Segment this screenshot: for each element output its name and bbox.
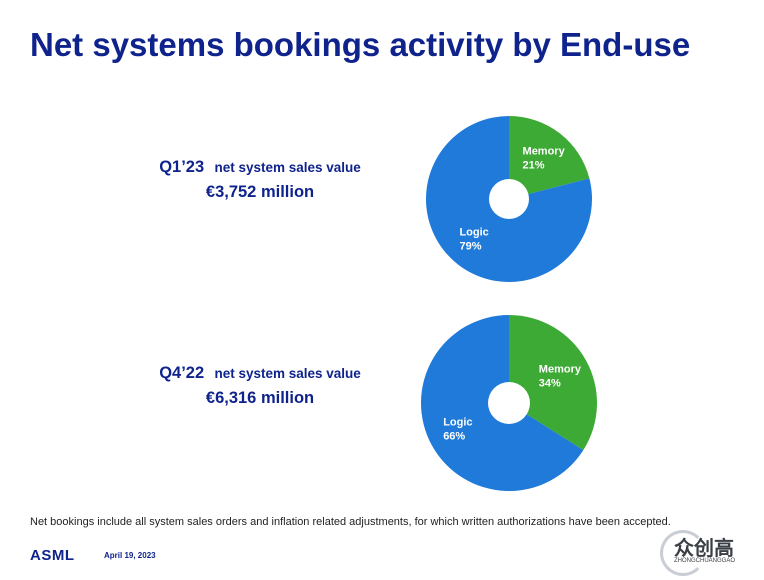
- q123-logic-label: Logic: [459, 227, 488, 239]
- q123-donut-hole: [489, 179, 529, 219]
- q123-memory-label: Memory: [523, 145, 566, 157]
- watermark-logo: 众创高 ZHONGCHUANGGAO: [660, 528, 752, 576]
- q422-memory-label: Memory: [539, 364, 582, 376]
- q422-memory-slice: [509, 315, 597, 451]
- q123-memory-percent: 21%: [523, 159, 545, 171]
- watermark-latin-text: ZHONGCHUANGGAO: [674, 558, 736, 564]
- q123-memory-slice: [509, 116, 590, 199]
- q4-22-donut-svg: Memory 34% Logic 66%: [421, 315, 597, 491]
- q1-23-donut-chart: Memory 21% Logic 79%: [425, 116, 592, 282]
- q4-22-period: Q4’22: [159, 364, 205, 382]
- q1-23-description: net system sales value: [214, 160, 361, 175]
- q1-23-donut-svg: Memory 21% Logic 79%: [425, 116, 592, 282]
- q1-23-total: €3,752 million: [205, 183, 315, 201]
- q1-23-period: Q1’23: [159, 158, 205, 176]
- asml-logo: ASML: [30, 547, 75, 564]
- q4-22-label: Q4’22 net system sales value €6,316 mill…: [130, 364, 390, 408]
- watermark-ring-icon: [660, 530, 706, 576]
- q1-23-label: Q1’23 net system sales value €3,752 mill…: [130, 158, 390, 202]
- page-title: Net systems bookings activity by End-use: [30, 26, 691, 63]
- q4-22-total: €6,316 million: [205, 389, 315, 407]
- footnote: Net bookings include all system sales or…: [30, 516, 671, 528]
- q422-logic-percent: 66%: [443, 430, 465, 442]
- q4-22-donut-chart: Memory 34% Logic 66%: [421, 315, 597, 491]
- footer-date: April 19, 2023: [104, 551, 156, 560]
- watermark-chinese-text: 众创高: [674, 538, 734, 560]
- q422-logic-label: Logic: [443, 416, 472, 428]
- q422-donut-hole: [488, 382, 530, 424]
- q422-memory-percent: 34%: [539, 378, 561, 390]
- q123-logic-percent: 79%: [459, 241, 481, 253]
- q4-22-description: net system sales value: [214, 366, 361, 381]
